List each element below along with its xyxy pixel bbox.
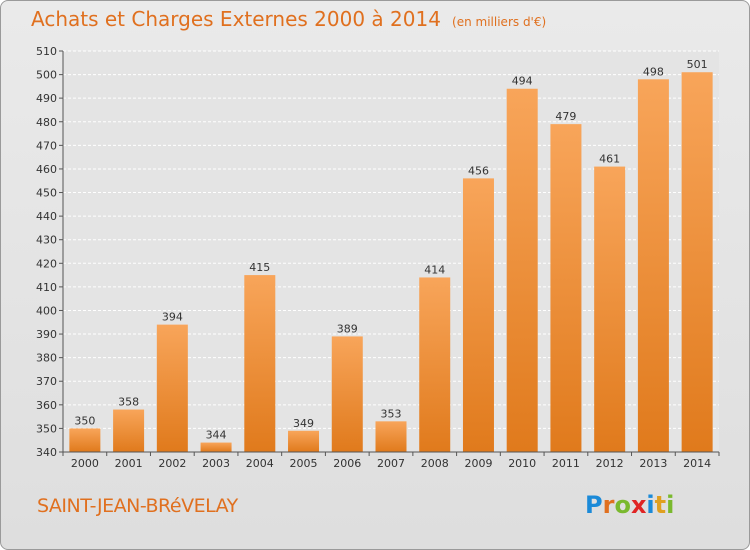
bar-2001 <box>113 409 145 452</box>
bar-2009 <box>462 178 494 452</box>
data-label: 389 <box>337 322 358 335</box>
y-tick-label: 440 <box>36 210 57 223</box>
y-tick-label: 510 <box>36 45 57 58</box>
x-tick-label: 2005 <box>290 457 318 470</box>
logo-letter: i <box>666 491 675 519</box>
x-tick-label: 2002 <box>158 457 186 470</box>
x-tick-label: 2001 <box>115 457 143 470</box>
y-tick-label: 350 <box>36 422 57 435</box>
data-label: 344 <box>206 429 227 442</box>
x-tick-label: 2012 <box>596 457 624 470</box>
bar-2013 <box>637 79 669 453</box>
x-tick-label: 2010 <box>508 457 536 470</box>
bar-2004 <box>244 275 276 452</box>
logo-letter: x <box>630 491 647 519</box>
data-label: 394 <box>162 311 183 324</box>
data-label: 415 <box>249 261 270 274</box>
y-tick-label: 360 <box>36 399 57 412</box>
proxiti-logo: Proxiti <box>585 491 674 519</box>
data-label: 350 <box>74 414 95 427</box>
data-label: 494 <box>512 75 533 88</box>
y-tick-label: 450 <box>36 187 57 200</box>
x-tick-label: 2013 <box>639 457 667 470</box>
commune-name: SAINT-JEAN-BRéVELAY <box>37 495 238 517</box>
y-tick-label: 400 <box>36 304 57 317</box>
x-tick-label: 2011 <box>552 457 580 470</box>
data-label: 501 <box>687 58 708 71</box>
x-tick-label: 2004 <box>246 457 274 470</box>
logo-letter: r <box>602 491 615 519</box>
logo-letter: o <box>614 491 631 519</box>
data-label: 456 <box>468 164 489 177</box>
bar-2000 <box>69 428 101 452</box>
x-tick-label: 2014 <box>683 457 711 470</box>
y-tick-label: 370 <box>36 375 57 388</box>
y-tick-label: 490 <box>36 92 57 105</box>
data-label: 358 <box>118 396 139 409</box>
x-tick-label: 2000 <box>71 457 99 470</box>
x-tick-label: 2008 <box>421 457 449 470</box>
y-tick-label: 410 <box>36 281 57 294</box>
bar-2010 <box>506 88 538 452</box>
x-tick-label: 2006 <box>333 457 361 470</box>
y-tick-label: 460 <box>36 163 57 176</box>
y-tick-label: 420 <box>36 257 57 270</box>
data-label: 414 <box>424 263 445 276</box>
y-tick-label: 390 <box>36 328 57 341</box>
x-tick-label: 2003 <box>202 457 230 470</box>
chart-title: Achats et Charges Externes 2000 à 2014 <box>31 7 441 31</box>
y-tick-label: 480 <box>36 116 57 129</box>
logo-letter: i <box>646 491 655 519</box>
bar-2005 <box>288 430 320 452</box>
data-label: 479 <box>555 110 576 123</box>
bar-2003 <box>200 442 232 452</box>
y-tick-label: 430 <box>36 234 57 247</box>
logo-letter: P <box>585 491 603 519</box>
bar-2002 <box>156 324 188 452</box>
bar-2012 <box>594 166 626 453</box>
data-label: 353 <box>381 407 402 420</box>
y-tick-label: 380 <box>36 352 57 365</box>
bar-2011 <box>550 124 582 452</box>
y-tick-label: 500 <box>36 69 57 82</box>
y-tick-label: 340 <box>36 446 57 459</box>
y-tick-label: 470 <box>36 139 57 152</box>
x-tick-label: 2007 <box>377 457 405 470</box>
data-label: 349 <box>293 417 314 430</box>
title-row: Achats et Charges Externes 2000 à 2014 (… <box>31 7 546 31</box>
bar-2007 <box>375 421 407 452</box>
bar-2014 <box>681 72 713 453</box>
data-label: 498 <box>643 65 664 78</box>
chart-subtitle: (en milliers d'€) <box>452 15 547 29</box>
data-label: 461 <box>599 153 620 166</box>
bar-2008 <box>419 277 451 452</box>
logo-letter: t <box>654 491 667 519</box>
bar-2006 <box>331 336 363 452</box>
x-tick-label: 2009 <box>464 457 492 470</box>
